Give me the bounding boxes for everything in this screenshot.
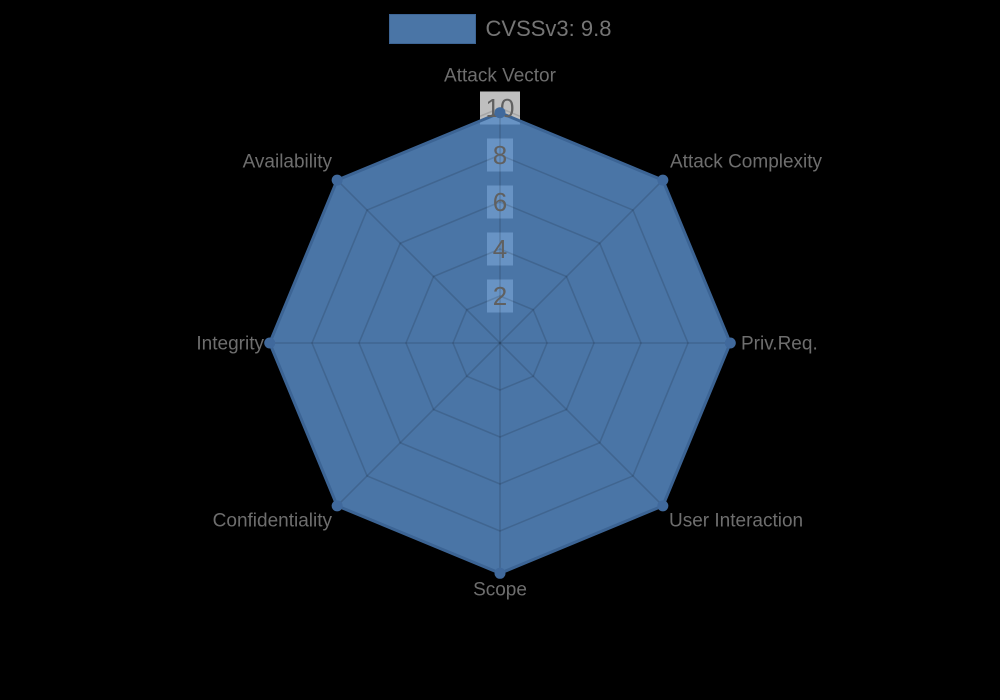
- tick-label: 2: [493, 281, 507, 311]
- axis-line: [499, 176, 667, 344]
- data-point-marker[interactable]: [657, 174, 669, 186]
- axis-label-scope: Scope: [473, 580, 527, 601]
- grid-ring: [311, 154, 689, 532]
- data-point-marker[interactable]: [331, 500, 343, 512]
- axis-label-integrity: Integrity: [196, 334, 264, 355]
- grid-ring: [405, 248, 595, 438]
- data-point-marker[interactable]: [331, 174, 343, 186]
- data-point-marker[interactable]: [657, 500, 669, 512]
- axis-label-availability: Availability: [243, 152, 333, 173]
- axis-label-attack-complexity: Attack Complexity: [670, 152, 823, 173]
- legend-label: CVSSv3: 9.8: [485, 16, 612, 41]
- axis-line: [333, 342, 501, 510]
- data-point-marker[interactable]: [494, 107, 506, 119]
- legend-color-swatch: [388, 14, 476, 44]
- data-point-marker[interactable]: [494, 567, 506, 579]
- axis-line: [333, 176, 501, 344]
- tick-label: 6: [493, 187, 507, 217]
- axis-label-confidentiality: Confidentiality: [213, 511, 333, 532]
- grid-ring: [358, 201, 642, 485]
- axis-line: [499, 342, 667, 510]
- tick-label: 8: [493, 140, 507, 170]
- axis-label-attack-vector: Attack Vector: [444, 66, 557, 87]
- data-point-marker[interactable]: [724, 337, 736, 349]
- axis-label-priv-req: Priv.Req.: [741, 334, 818, 355]
- axis-label-user-interaction: User Interaction: [669, 511, 803, 532]
- tick-label: 4: [493, 234, 507, 264]
- data-point-marker[interactable]: [264, 337, 276, 349]
- legend-item-cvssv3[interactable]: CVSSv3: 9.8: [0, 14, 1000, 44]
- grid-ring: [452, 295, 548, 391]
